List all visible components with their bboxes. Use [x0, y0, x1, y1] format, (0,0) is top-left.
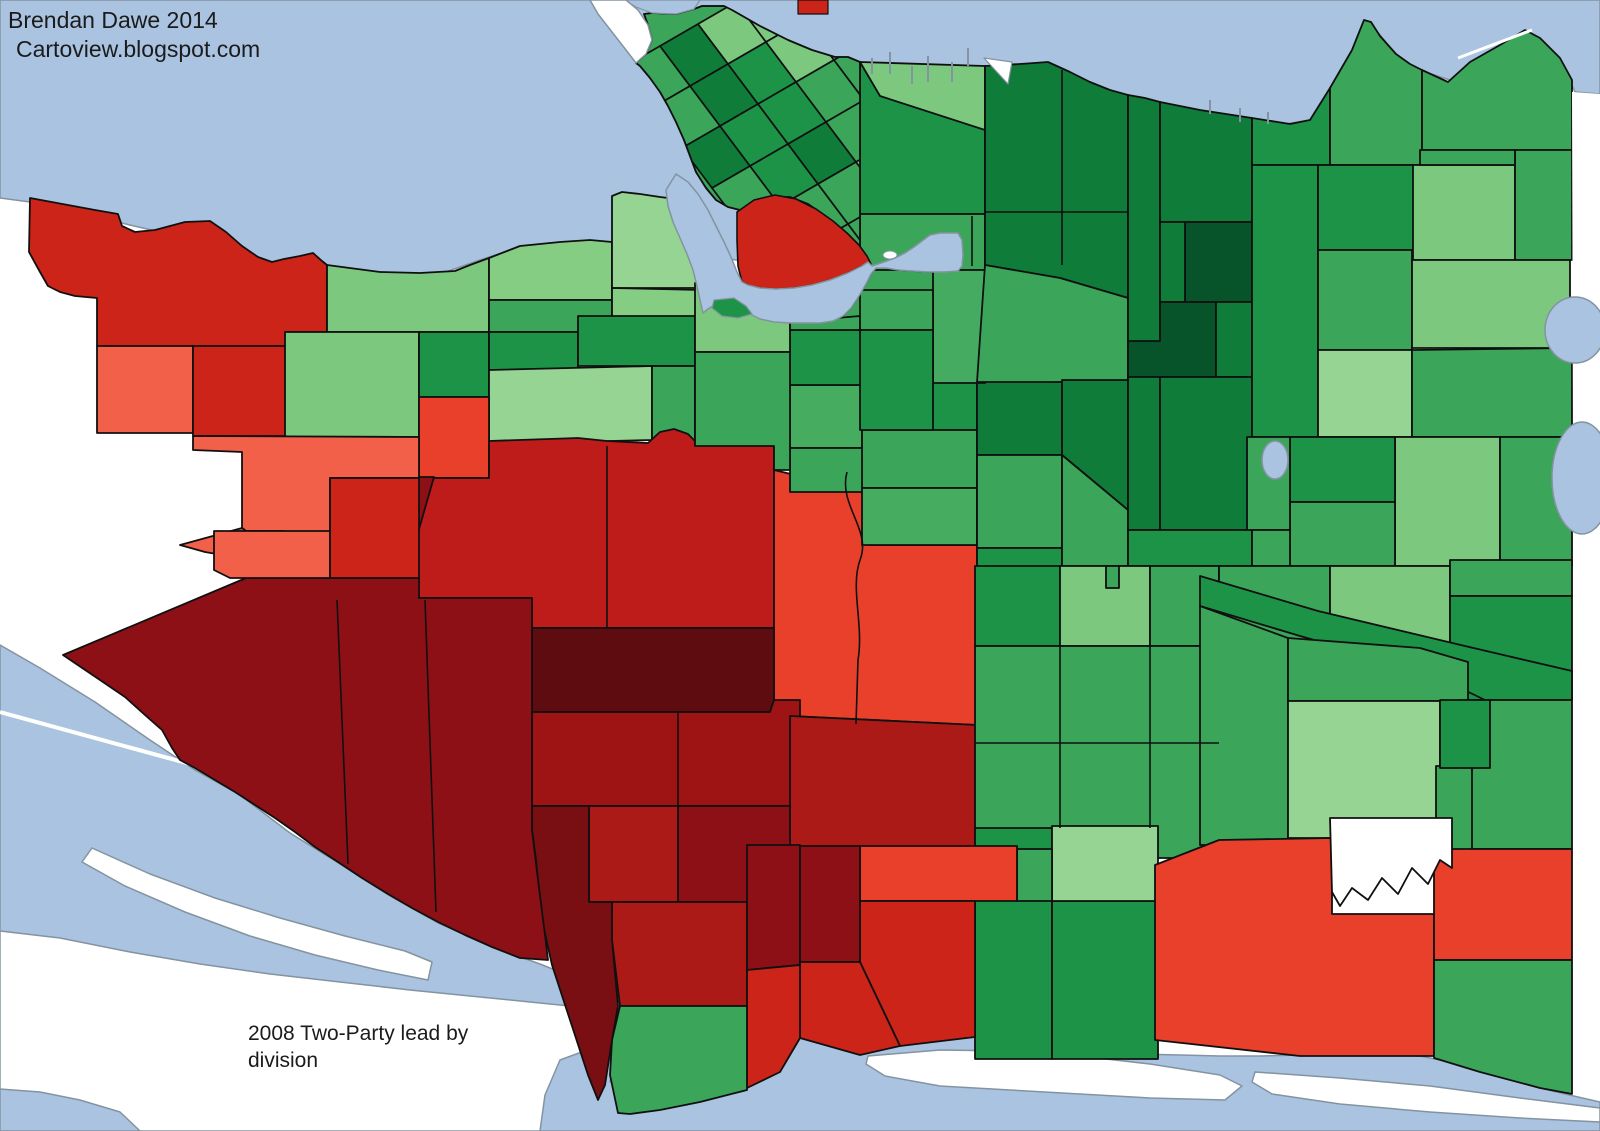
svg-text:Brendan Dawe 2014: Brendan Dawe 2014	[8, 7, 218, 33]
svg-text:division: division	[248, 1049, 318, 1072]
svg-text:2008 Two-Party lead by: 2008 Two-Party lead by	[248, 1022, 469, 1045]
svg-text:Cartoview.blogspot.com: Cartoview.blogspot.com	[16, 36, 260, 62]
